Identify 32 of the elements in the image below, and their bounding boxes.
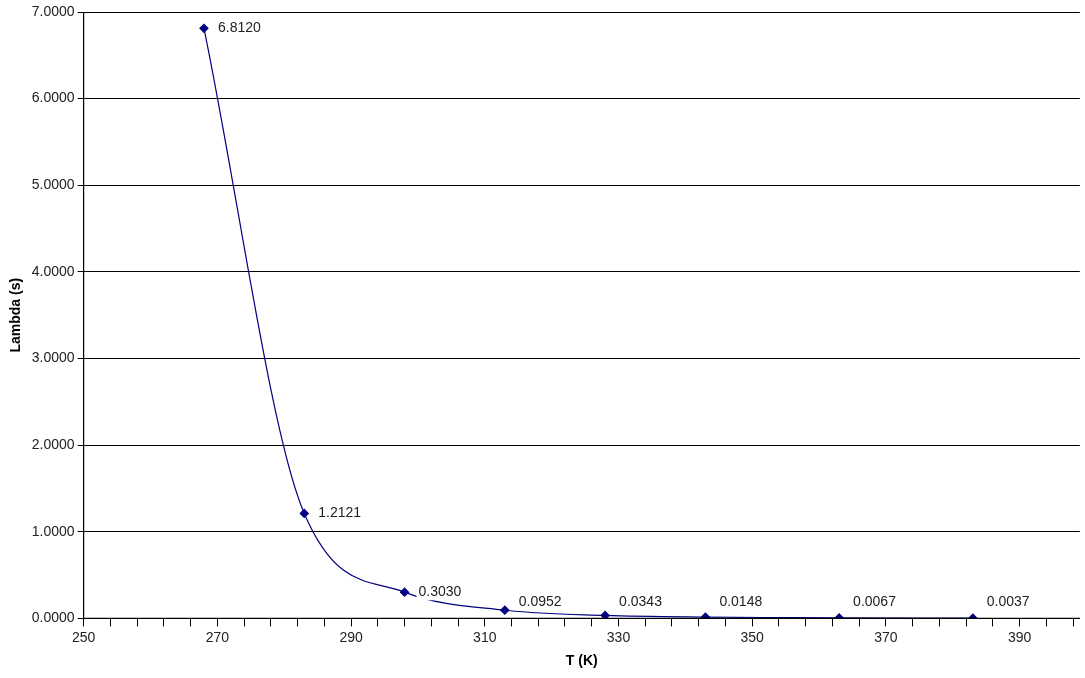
point bbox=[299, 508, 309, 518]
x-tick-label: 330 bbox=[606, 628, 631, 645]
y-tick-label: 6.0000 bbox=[31, 89, 75, 106]
point bbox=[199, 23, 209, 33]
x-axis-title: T (K) bbox=[565, 652, 598, 669]
point bbox=[600, 610, 610, 619]
x-tick-label: 370 bbox=[874, 628, 898, 645]
x-tick-label: 390 bbox=[1007, 628, 1032, 645]
y-tick-label: 1.0000 bbox=[31, 522, 75, 539]
data-label: 1.2121 bbox=[318, 504, 362, 521]
data-label: 6.8120 bbox=[217, 19, 261, 36]
data-label: 0.0037 bbox=[986, 593, 1030, 610]
point bbox=[700, 612, 710, 619]
y-tick-label: 0.0000 bbox=[31, 609, 75, 626]
data-label: 0.0343 bbox=[619, 593, 663, 610]
data-label: 0.0067 bbox=[853, 593, 897, 610]
y-axis-title: Lambda (s) bbox=[7, 277, 24, 353]
x-tick-label: 250 bbox=[71, 628, 96, 645]
x-tick-label: 350 bbox=[740, 628, 765, 645]
y-tick-label: 4.0000 bbox=[31, 262, 75, 279]
data-label: 0.0148 bbox=[719, 593, 763, 610]
data-label: 0.3030 bbox=[418, 583, 462, 600]
x-tick-label: 290 bbox=[339, 628, 363, 645]
x-tick-label: 310 bbox=[473, 628, 497, 645]
y-tick-label: 2.0000 bbox=[31, 436, 75, 452]
y-tick-label: 7.0000 bbox=[31, 2, 75, 19]
data-label: 0.0952 bbox=[518, 593, 562, 610]
x-tick-label: 270 bbox=[205, 628, 230, 645]
point bbox=[399, 587, 410, 597]
point bbox=[500, 605, 510, 615]
y-tick-label: 5.0000 bbox=[31, 176, 75, 193]
y-tick-label: 3.0000 bbox=[31, 349, 75, 366]
